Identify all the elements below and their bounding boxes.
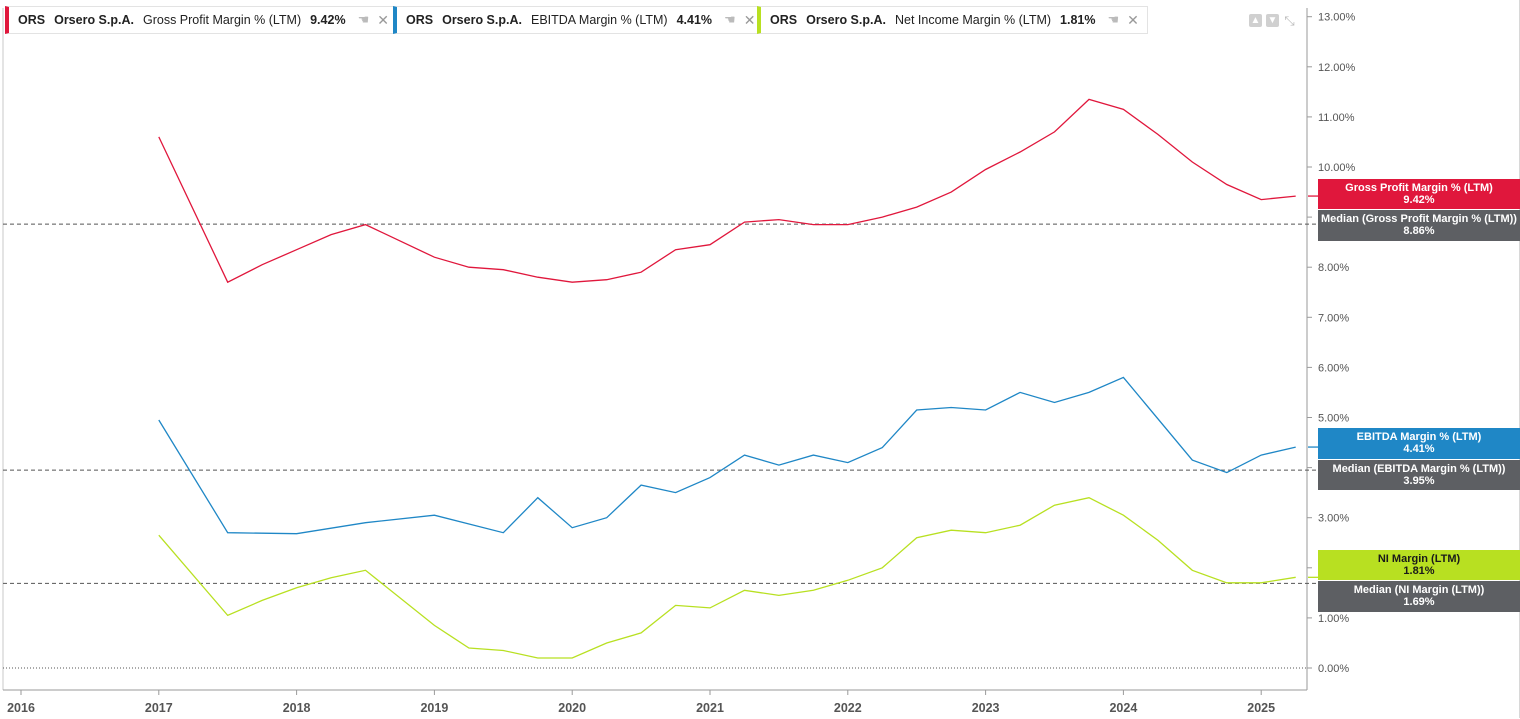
legend-metric: EBITDA Margin % (LTM) — [530, 13, 668, 27]
y-tick-label: 7.00% — [1318, 312, 1349, 324]
y-tick-label: 0.00% — [1318, 663, 1349, 675]
legend-company: Orsero S.p.A. — [442, 13, 522, 27]
tag-label: Median (Gross Profit Margin % (LTM)) — [1321, 213, 1517, 225]
tag-value: 4.41% — [1403, 443, 1435, 455]
tag-label: Gross Profit Margin % (LTM) — [1345, 182, 1493, 194]
tag-label: EBITDA Margin % (LTM) — [1356, 431, 1482, 443]
legend-ticker: ORS — [770, 13, 798, 27]
legend-ticker: ORS — [406, 13, 434, 27]
x-tick-label: 2020 — [558, 701, 586, 715]
expand-icon[interactable]: ⤡ — [1284, 13, 1295, 28]
hand-icon[interactable]: ☚ — [724, 12, 736, 27]
legend-chip-ebitda[interactable]: ORS Orsero S.p.A. EBITDA Margin % (LTM) … — [393, 6, 765, 34]
tag-label: Median (EBITDA Margin % (LTM)) — [1332, 463, 1506, 475]
x-tick-label: 2019 — [420, 701, 448, 715]
series-line-0[interactable] — [158, 98, 1296, 284]
tag-value: 8.86% — [1403, 225, 1435, 237]
x-tick-label: 2022 — [834, 701, 862, 715]
legend-value: 9.42% — [310, 13, 346, 27]
y-tick-label: 10.00% — [1318, 162, 1356, 174]
tag-gross-profit: Gross Profit Margin % (LTM) 9.42% — [1318, 179, 1520, 209]
chart-toolbar: ▲ ▼ ⤡ — [1249, 14, 1296, 27]
x-tick-label: 2018 — [283, 701, 311, 715]
legend-company: Orsero S.p.A. — [806, 13, 886, 27]
x-tick-label: 2024 — [1109, 701, 1137, 715]
x-tick-label: 2021 — [696, 701, 724, 715]
legend-chip-gross-profit[interactable]: ORS Orsero S.p.A. Gross Profit Margin % … — [5, 6, 398, 34]
y-tick-label: 13.00% — [1318, 12, 1356, 24]
legend-value: 1.81% — [1060, 13, 1096, 27]
x-tick-label: 2023 — [972, 701, 1000, 715]
y-tick-label: 1.00% — [1318, 613, 1349, 625]
tag-label: Median (NI Margin (LTM)) — [1353, 584, 1485, 596]
tag-value: 9.42% — [1403, 194, 1435, 206]
x-tick-label: 2016 — [7, 701, 35, 715]
close-icon[interactable]: ✕ — [377, 11, 389, 28]
scroll-down-icon[interactable]: ▼ — [1266, 14, 1279, 27]
tag-label: NI Margin (LTM) — [1377, 553, 1461, 565]
legend-metric: Gross Profit Margin % (LTM) — [142, 13, 302, 27]
series-line-2[interactable] — [158, 497, 1296, 659]
tag-value: 1.81% — [1403, 565, 1435, 577]
x-tick-label: 2017 — [145, 701, 173, 715]
tag-ebitda: EBITDA Margin % (LTM) 4.41% — [1318, 428, 1520, 459]
y-tick-label: 3.00% — [1318, 513, 1349, 525]
y-tick-label: 12.00% — [1318, 62, 1356, 74]
tag-value: 1.69% — [1403, 596, 1435, 608]
hand-icon[interactable]: ☚ — [357, 12, 370, 27]
y-tick-label: 6.00% — [1318, 362, 1349, 374]
tag-median-ni-margin: Median (NI Margin (LTM)) 1.69% — [1318, 581, 1520, 612]
legend-ticker: ORS — [18, 13, 46, 27]
tag-value: 3.95% — [1403, 475, 1435, 487]
y-tick-label: 11.00% — [1318, 112, 1355, 124]
scroll-up-icon[interactable]: ▲ — [1249, 14, 1262, 27]
hand-icon[interactable]: ☚ — [1107, 12, 1120, 27]
legend-chip-net-income[interactable]: ORS Orsero S.p.A. Net Income Margin % (L… — [757, 6, 1148, 34]
y-tick-label: 5.00% — [1318, 413, 1349, 425]
tag-median-gross-profit: Median (Gross Profit Margin % (LTM)) 8.8… — [1318, 210, 1520, 241]
tag-median-ebitda: Median (EBITDA Margin % (LTM)) 3.95% — [1318, 460, 1520, 490]
legend-value: 4.41% — [676, 13, 713, 27]
tag-ni-margin: NI Margin (LTM) 1.81% — [1318, 550, 1520, 580]
close-icon[interactable]: ✕ — [743, 11, 756, 28]
legend-company: Orsero S.p.A. — [54, 13, 134, 27]
x-tick-label: 2025 — [1247, 701, 1275, 715]
y-tick-label: 8.00% — [1318, 262, 1349, 274]
series-line-1[interactable] — [158, 376, 1296, 535]
legend-metric: Net Income Margin % (LTM) — [894, 13, 1052, 27]
close-icon[interactable]: ✕ — [1127, 11, 1139, 28]
